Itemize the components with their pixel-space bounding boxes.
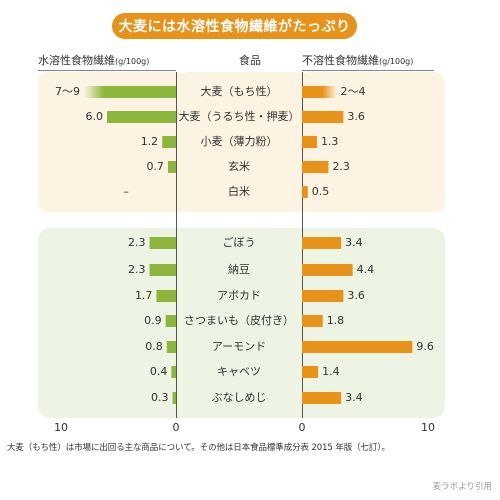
food-category-label: 小麦（薄力粉）	[201, 134, 278, 148]
insoluble-bar	[302, 186, 308, 198]
insoluble-value-label: 1.4	[322, 365, 340, 378]
soluble-bar	[172, 392, 176, 404]
soluble-tick-10: 10	[54, 421, 68, 434]
soluble-value-label: 0.8	[145, 340, 163, 353]
soluble-value-label: 0.9	[144, 314, 162, 327]
insoluble-value-label: 3.6	[347, 289, 365, 302]
food-header: 食品	[239, 54, 261, 67]
insoluble-value-label: 3.4	[345, 391, 363, 404]
food-category-label: 大麦（うるち性・押麦）	[179, 109, 300, 123]
food-category-label: 納豆	[228, 263, 250, 276]
insoluble-value-label: 1.8	[327, 314, 345, 327]
soluble-bar	[149, 237, 176, 249]
soluble-value-label: 1.7	[135, 289, 153, 302]
food-category-label: アボカド	[217, 289, 261, 302]
food-category-label: さつまいも（皮付き）	[184, 314, 294, 327]
soluble-fiber-header: 水溶性食物繊維(g/100g)	[38, 52, 149, 68]
insoluble-bar	[302, 366, 319, 378]
insoluble-value-label: 9.6	[416, 340, 434, 353]
insoluble-value-label: 1.3	[321, 135, 339, 148]
food-category-label: アーモンド	[212, 340, 266, 353]
soluble-bar	[149, 264, 176, 276]
soluble-zero-axis	[176, 72, 177, 418]
soluble-value-label: –	[123, 185, 129, 198]
soluble-header-label: 水溶性食物繊維	[38, 54, 115, 67]
insoluble-bar	[302, 264, 353, 276]
soluble-bar	[166, 341, 176, 353]
food-category-label: ごぼう	[223, 235, 256, 249]
grains-panel-middle	[178, 72, 308, 212]
soluble-value-label: 1.2	[141, 135, 159, 148]
chart-title-banner: 大麦には水溶性食物繊維がたっぷり	[112, 13, 357, 39]
food-category-label: ぶなしめじ	[212, 391, 267, 404]
insoluble-bar	[302, 111, 344, 123]
soluble-value-label: 0.4	[150, 365, 168, 378]
insoluble-header-unit: (g/100g)	[379, 57, 414, 66]
insoluble-value-label: 3.6	[347, 110, 365, 123]
soluble-tick-0: 0	[172, 421, 180, 434]
insoluble-bar	[302, 392, 342, 404]
insoluble-bar	[302, 161, 329, 173]
insoluble-fiber-header: 不溶性食物繊維(g/100g)	[302, 52, 413, 68]
other-foods-panel	[38, 228, 445, 418]
insoluble-bar	[302, 290, 344, 302]
food-category-label: キャベツ	[217, 365, 261, 378]
insoluble-bar	[302, 136, 317, 148]
insoluble-value-label: 2.3	[332, 160, 350, 173]
insoluble-bar	[302, 86, 337, 98]
insoluble-bar	[302, 237, 342, 249]
food-category-label: 大麦（もち性）	[201, 84, 278, 98]
insoluble-tick-0: 0	[298, 421, 306, 434]
soluble-bar	[107, 111, 176, 123]
soluble-value-label: 2.3	[128, 236, 146, 249]
soluble-bar	[171, 366, 176, 378]
insoluble-header-label: 不溶性食物繊維	[302, 54, 379, 67]
insoluble-value-label: 3.4	[345, 236, 363, 249]
insoluble-bar	[302, 341, 413, 353]
source-credit: 麦ラボより引用	[432, 482, 492, 492]
soluble-bar	[165, 315, 176, 327]
insoluble-value-label: 0.5	[312, 185, 330, 198]
soluble-bar	[156, 290, 176, 302]
insoluble-value-label: 4.4	[357, 263, 375, 276]
soluble-header-rule	[38, 70, 176, 71]
food-category-label: 玄米	[228, 159, 250, 173]
insoluble-header-rule	[302, 70, 434, 71]
insoluble-value-label: 2〜4	[341, 85, 366, 98]
soluble-bar	[162, 136, 176, 148]
soluble-value-label: 0.7	[146, 160, 164, 173]
insoluble-tick-10: 10	[421, 421, 435, 434]
soluble-bar	[167, 161, 176, 173]
soluble-header-unit: (g/100g)	[115, 57, 150, 66]
food-category-label: 白米	[228, 184, 250, 198]
soluble-value-label: 6.0	[86, 110, 104, 123]
soluble-value-label: 2.3	[128, 263, 146, 276]
soluble-value-label: 7〜9	[55, 85, 80, 98]
footnote: 大麦（もち性）は市場に出回る主な商品について。その他は日本食品標準成分表 201…	[7, 443, 390, 453]
soluble-value-label: 0.3	[151, 391, 169, 404]
insoluble-bar	[302, 315, 323, 327]
soluble-bar	[84, 86, 176, 98]
